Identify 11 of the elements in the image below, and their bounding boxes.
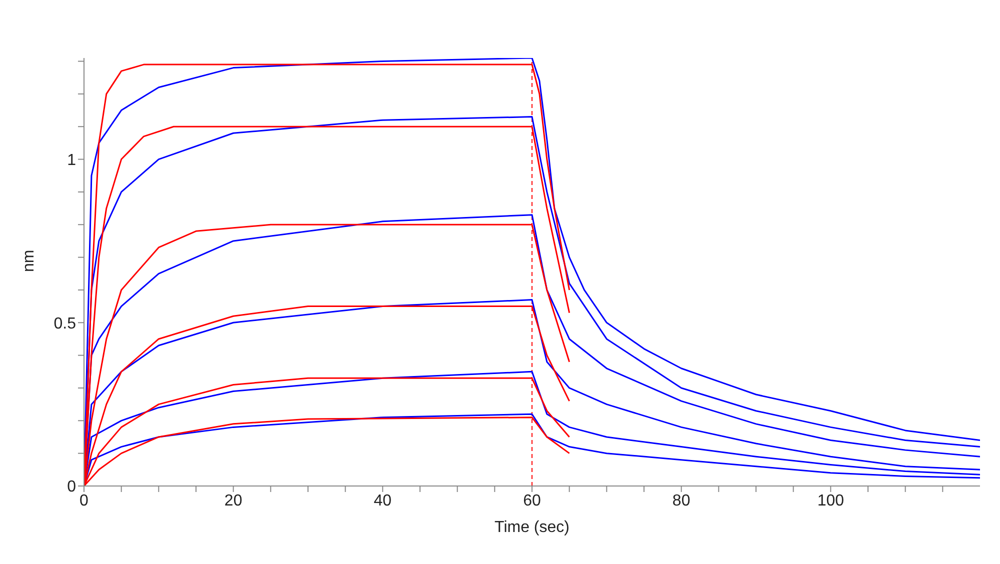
x-tick-label: 20	[224, 492, 242, 510]
x-tick-label: 0	[80, 492, 89, 510]
y-tick-label: 0	[67, 478, 76, 496]
x-tick-label: 80	[672, 492, 690, 510]
x-tick-label: 60	[523, 492, 541, 510]
x-axis-title: Time (sec)	[494, 519, 570, 536]
y-axis-title: nm	[20, 250, 38, 272]
y-tick-label: 0.5	[54, 315, 76, 332]
y-tick-label: 1	[67, 152, 76, 169]
x-tick-label: 100	[817, 492, 844, 510]
x-tick-label: 40	[374, 492, 392, 510]
